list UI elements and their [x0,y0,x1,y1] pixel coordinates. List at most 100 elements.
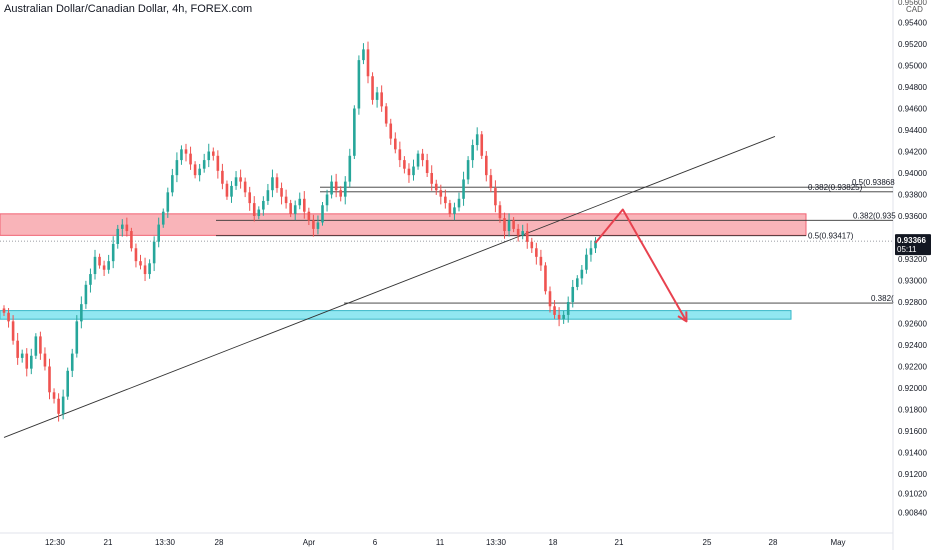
trend-line[interactable] [3,136,776,438]
candle-body [535,248,538,257]
candle-body [303,198,306,212]
candle-body [216,155,220,171]
candle-body [30,355,33,369]
candle-body [102,265,106,270]
time-tick-label: 28 [769,538,778,547]
time-tick-label: May [830,538,845,547]
price-tick-label: 0.95600 [898,0,927,7]
candle-body [180,149,183,161]
price-tick-label: 0.93800 [898,191,927,200]
candle-body [330,181,333,195]
candle-body [494,188,497,206]
projection-arrowhead [677,311,688,323]
candle-body [11,321,15,341]
candle-body [566,302,570,315]
candle-body [171,175,174,193]
candle-body [248,192,251,204]
candle-body [457,198,461,208]
time-tick-label: 12:30 [45,538,66,547]
price-tick-label: 0.93600 [898,212,927,221]
candle-body [571,286,575,302]
time-tick-label: 13:30 [486,538,507,547]
candle-body [430,173,433,184]
fib-level-label: 0.382(0.935 [853,211,896,220]
candle-body [471,145,474,161]
candle-body [212,151,215,156]
candle-body [384,106,388,124]
candle-body [521,231,524,236]
candle-body [298,198,302,206]
price-tick-label: 0.94800 [898,83,927,92]
candle-body [480,134,484,156]
candle-body [2,308,6,313]
candle-body [312,220,315,229]
candle-body [52,392,56,399]
price-tick-label: 0.94600 [898,105,927,114]
candle-body [98,256,101,266]
candle-body [389,123,393,139]
candle-body [516,228,520,236]
price-tick-label: 0.91200 [898,470,927,479]
candle-body [316,222,320,229]
price-tick-label: 0.95000 [898,62,927,71]
candle-body [121,224,124,229]
candle-body [585,254,588,270]
candle-body [475,134,479,146]
candle-body [580,269,584,279]
candle-body [503,218,506,232]
candle-body [539,256,543,266]
candle-body [594,241,597,249]
candle-body [284,196,288,204]
candle-body [161,211,165,225]
candle-body [198,168,201,176]
fib-level-label: 0.5(0.93417) [808,232,854,241]
candle-body [425,160,429,173]
candle-body [375,92,379,100]
candle-body [175,160,179,176]
candle-body [184,149,188,154]
price-tick-label: 0.92200 [898,363,927,372]
candle-body [280,188,283,197]
projection-arrow[interactable] [594,208,688,322]
candle-body [485,155,488,176]
candle-body [498,205,502,219]
candle-body [75,321,79,354]
time-tick-label: 6 [373,538,378,547]
candle-body [70,353,74,371]
price-tick-label: 0.95400 [898,19,927,28]
candle-body [289,203,292,214]
price-tick-label: 0.93000 [898,277,927,286]
candle-body [448,203,452,214]
candle-body [34,336,38,356]
candle-body [243,181,247,193]
candle-body [348,155,352,182]
candle-body [334,181,338,191]
candle-body [148,263,151,275]
candle-body [143,265,147,275]
candle-body [189,153,192,165]
price-tick-label: 0.92400 [898,341,927,350]
candle-body [548,291,552,307]
candle-body [512,220,515,229]
candle-body [225,183,229,197]
candle-body [48,366,51,393]
candle-body [39,336,42,354]
fib-level-label: 0.5(0.93868 [852,178,895,187]
candle-body [84,284,88,305]
candle-body [444,196,447,204]
candle-body [25,353,29,369]
candle-body [275,177,279,189]
candle-body [489,175,493,189]
candle-body [157,224,160,242]
candle-body [339,190,342,197]
current-price-label: 0.93366 [897,236,926,245]
candle-body [107,261,110,270]
candle-body [239,177,242,182]
candle-body [343,181,347,197]
candle-body [416,153,420,167]
candle-body [530,241,534,249]
candle-body [166,192,170,212]
candle-body [93,256,97,275]
